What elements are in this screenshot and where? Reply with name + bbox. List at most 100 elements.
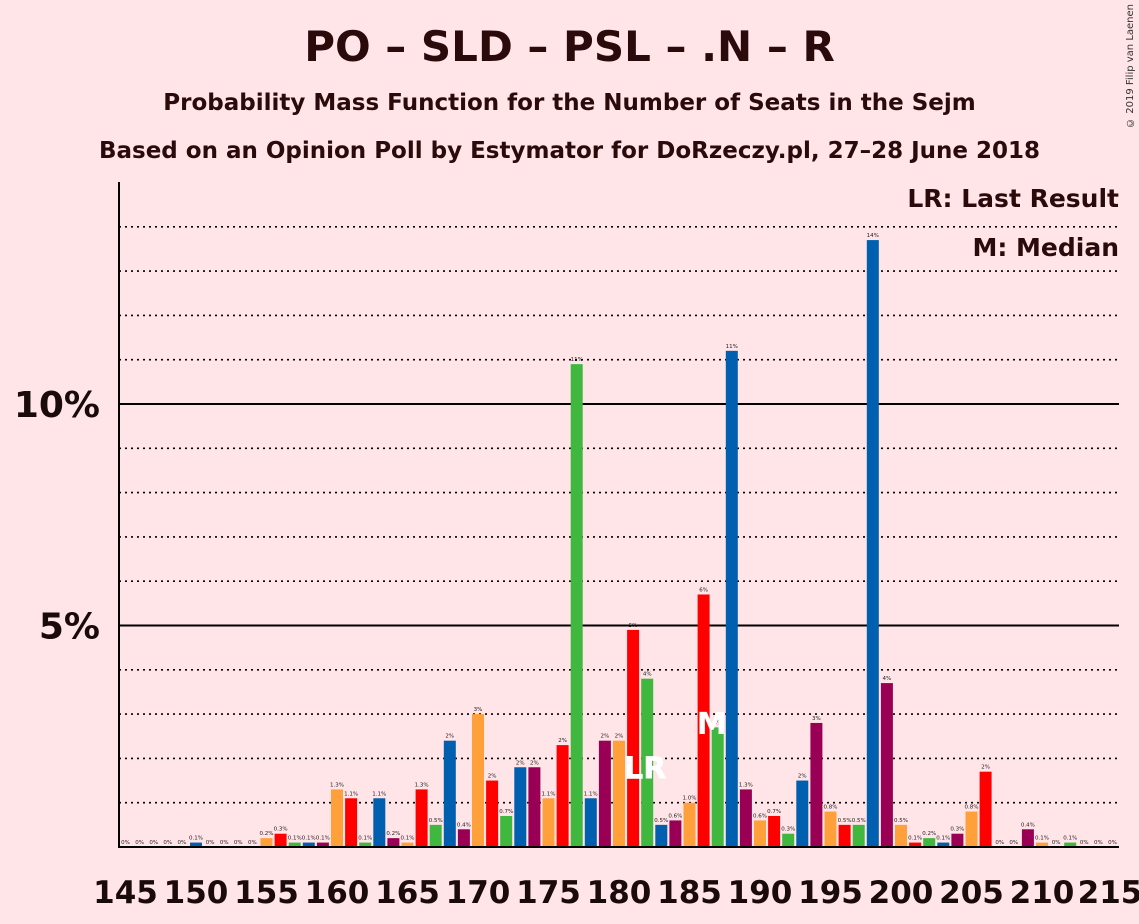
bar-label-seat-174: 2% (530, 760, 539, 766)
bar-label-seat-162: 0.1% (358, 836, 372, 842)
bar-label-seat-201: 0.1% (908, 836, 922, 842)
bar-seat-167 (429, 824, 442, 847)
bar-seat-165 (401, 842, 414, 847)
bar-seat-174 (528, 767, 541, 847)
bar-label-seat-194: 3% (812, 716, 821, 722)
bar-seat-209 (1021, 829, 1034, 847)
x-tick-200: 200 (869, 875, 934, 911)
bar-label-seat-206: 2% (981, 765, 990, 771)
bar-label-seat-200: 0.5% (894, 818, 908, 824)
bar-label-seat-188: 11% (726, 344, 738, 350)
bar-seat-173 (514, 767, 527, 847)
bar-seat-193 (796, 780, 809, 847)
bar-seat-161 (345, 798, 358, 847)
x-tick-160: 160 (305, 875, 370, 911)
y-tick-5: 5% (39, 607, 100, 648)
bar-seat-206 (979, 771, 992, 847)
bar-label-seat-186: 6% (699, 587, 708, 593)
x-tick-185: 185 (657, 875, 722, 911)
bar-seat-204 (951, 833, 964, 847)
bar-label-seat-158: 0.1% (302, 836, 316, 842)
bar-seat-210 (1036, 842, 1048, 847)
bar-label-seat-154: 0% (248, 840, 257, 846)
bar-seat-158 (302, 842, 315, 847)
y-tick-10: 10% (14, 385, 100, 426)
bar-label-seat-149: 0% (178, 840, 187, 846)
bar-seat-198 (866, 240, 879, 848)
bar-seat-212 (1064, 842, 1077, 847)
bar-label-seat-167: 0.5% (429, 818, 443, 824)
bars-group (190, 240, 1077, 848)
bar-label-seat-152: 0% (220, 840, 229, 846)
bar-seat-183 (655, 824, 668, 847)
x-tick-190: 190 (728, 875, 793, 911)
last-result-marker: LR (624, 751, 666, 786)
x-tick-215: 215 (1078, 875, 1139, 911)
markers-group: LR M (624, 707, 727, 787)
bar-seat-205 (965, 811, 978, 847)
bar-seat-159 (316, 842, 329, 847)
bar-seat-189 (739, 789, 752, 847)
bar-seat-162 (359, 842, 372, 847)
bar-seat-155 (260, 838, 273, 847)
bar-label-seat-199: 4% (883, 676, 892, 682)
bar-labels-group: 0% 0% 0% 0% 0%0.1%0% 0% 0% 0%0.2%0.3%0.1% 0.1% 0.… (121, 233, 1117, 846)
bar-label-seat-205: 0.8% (965, 805, 979, 811)
bar-seat-190 (754, 820, 766, 847)
bar-seat-175 (542, 798, 555, 847)
bar-label-seat-171: 2% (488, 774, 497, 780)
bar-label-seat-202: 0.2% (922, 831, 936, 837)
x-tick-210: 210 (1010, 875, 1075, 911)
bar-seat-203 (937, 842, 950, 847)
bar-seat-170 (472, 714, 484, 847)
bar-label-seat-147: 0% (149, 840, 158, 846)
bar-seat-185 (683, 802, 696, 847)
bar-seat-197 (852, 824, 865, 847)
gridlines (119, 226, 1119, 804)
bar-label-seat-169: 0.4% (457, 822, 471, 828)
bar-label-seat-173: 2% (516, 760, 525, 766)
x-tick-labels: 145 150 155 160 165 170 175 180 185 190 195 200 205 2… (93, 875, 1139, 911)
legend-median: M: Median (972, 233, 1119, 262)
bar-seat-188 (725, 350, 738, 847)
bar-label-seat-178: 1.1% (584, 791, 598, 797)
bar-seat-180 (613, 740, 625, 847)
legend-last-result: LR: Last Result (907, 184, 1119, 213)
bar-seat-200 (895, 824, 907, 847)
bar-label-seat-146: 0% (135, 840, 144, 846)
bar-seat-187 (711, 727, 724, 847)
bar-label-seat-210: 0.1% (1035, 836, 1049, 842)
bar-label-seat-212: 0.1% (1063, 836, 1077, 842)
x-tick-155: 155 (234, 875, 299, 911)
bar-seat-177 (570, 364, 583, 847)
bar-label-seat-159: 0.1% (316, 836, 330, 842)
bar-label-seat-165: 0.1% (401, 836, 415, 842)
chart-title: PO – SLD – PSL – .N – R (304, 22, 835, 71)
y-tick-labels: 5% 10% (14, 385, 100, 648)
bar-label-seat-160: 1.3% (330, 782, 344, 788)
bar-label-seat-196: 0.5% (838, 818, 852, 824)
bar-label-seat-208: 0% (1009, 840, 1018, 846)
bar-seat-181 (627, 629, 640, 847)
bar-seat-186 (697, 594, 710, 847)
bar-label-seat-189: 1.3% (739, 782, 753, 788)
bar-label-seat-213: 0% (1080, 840, 1089, 846)
bar-label-seat-161: 1.1% (344, 791, 358, 797)
bar-label-seat-177: 11% (571, 357, 583, 363)
bar-seat-166 (415, 789, 428, 847)
x-tick-150: 150 (164, 875, 229, 911)
bar-label-seat-191: 0.7% (767, 809, 781, 815)
bar-label-seat-180: 2% (615, 734, 624, 740)
bar-seat-179 (598, 740, 611, 847)
bar-label-seat-150: 0.1% (189, 836, 203, 842)
bar-label-seat-166: 1.3% (415, 782, 429, 788)
chart-source: Based on an Opinion Poll by Estymator fo… (98, 138, 1041, 164)
x-tick-170: 170 (446, 875, 511, 911)
bar-label-seat-151: 0% (206, 840, 215, 846)
bar-label-seat-214: 0% (1094, 840, 1103, 846)
bar-seat-182 (641, 678, 654, 847)
bar-label-seat-198: 14% (867, 233, 879, 239)
bar-seat-168 (443, 740, 456, 847)
bar-label-seat-156: 0.3% (274, 827, 288, 833)
